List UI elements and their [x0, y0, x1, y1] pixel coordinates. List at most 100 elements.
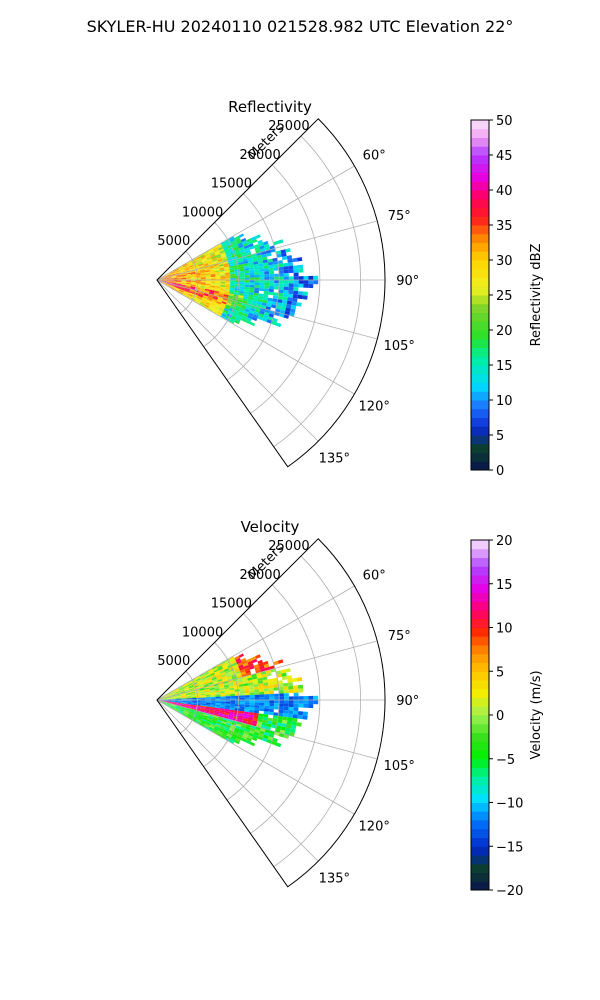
range-ring — [226, 613, 280, 801]
echo-gate — [210, 287, 216, 290]
echo-gate — [313, 700, 319, 705]
echo-gate — [215, 672, 221, 676]
echo-gate — [259, 688, 265, 692]
echo-gate — [205, 692, 211, 695]
echo-gate — [224, 266, 230, 270]
echo-gate — [213, 307, 219, 312]
echo-gate — [263, 288, 270, 292]
echo-gate — [213, 263, 219, 267]
echo-gate — [264, 274, 270, 278]
echo-gate — [297, 714, 303, 720]
echo-gate — [254, 271, 260, 275]
echo-gate — [243, 711, 250, 715]
echo-gate — [179, 269, 185, 272]
echo-gate — [207, 668, 213, 673]
echo-gate — [239, 688, 245, 692]
colorbar-swatch — [471, 741, 489, 751]
echo-gate — [229, 289, 235, 293]
echo-gate — [231, 676, 238, 680]
echo-gate — [215, 724, 221, 728]
echo-gate — [249, 277, 255, 280]
echo-gate — [166, 703, 171, 705]
echo-gate — [232, 244, 239, 249]
echo-gate — [208, 295, 214, 299]
echo-gate — [193, 685, 199, 688]
echo-gate — [237, 662, 243, 667]
echo-gate — [269, 693, 275, 698]
colorbar-swatch — [471, 881, 489, 891]
colorbar-swatch — [471, 592, 489, 602]
colorbar-swatch — [471, 540, 489, 550]
echo-gate — [227, 311, 233, 316]
echo-gate — [264, 271, 270, 275]
echo-gate — [252, 678, 258, 683]
echo-gate — [241, 735, 248, 740]
echo-gate — [218, 684, 224, 687]
echo-gate — [189, 267, 195, 271]
echo-gate — [273, 687, 279, 691]
echo-gate — [175, 691, 181, 694]
echo-gate — [252, 256, 258, 260]
echo-gate — [241, 660, 248, 665]
echo-gate — [254, 309, 261, 314]
echo-gate — [199, 709, 205, 712]
echo-gate — [191, 276, 197, 279]
echo-gate — [223, 668, 230, 672]
echo-gate — [293, 707, 299, 712]
echo-gate — [199, 303, 205, 307]
echo-gate — [202, 717, 208, 721]
echo-gate — [210, 302, 216, 306]
echo-gate — [190, 678, 196, 682]
echo-gate — [288, 280, 294, 284]
echo-gate — [207, 258, 213, 263]
echo-gate — [181, 700, 187, 702]
echo-gate — [223, 714, 229, 718]
echo-gate — [273, 292, 279, 296]
colorbar-swatch — [471, 750, 489, 760]
echo-gate — [161, 278, 167, 280]
echo-gate — [205, 697, 211, 699]
range-tick-label: 25000 — [268, 539, 309, 554]
echo-gate — [231, 240, 237, 245]
echo-gate — [214, 287, 220, 290]
echo-gate — [171, 700, 177, 702]
echo-gate — [171, 696, 177, 699]
echo-gate — [190, 274, 196, 277]
echo-gate — [235, 237, 241, 243]
echo-gate — [278, 686, 284, 691]
echo-gate — [268, 288, 274, 293]
echo-gate — [174, 688, 180, 692]
echo-gate — [202, 680, 208, 684]
echo-gate — [161, 276, 167, 279]
echo-gate — [190, 273, 196, 276]
colorbar-swatch — [471, 207, 489, 217]
echo-gate — [293, 696, 299, 700]
echo-gate — [234, 273, 240, 276]
echo-gate — [257, 735, 263, 741]
echo-gate — [259, 730, 265, 735]
echo-gate — [187, 683, 193, 687]
echo-gate — [254, 246, 261, 251]
echo-gate — [176, 694, 181, 696]
echo-gate — [179, 687, 184, 691]
echo-gate — [170, 273, 176, 276]
echo-gate — [298, 700, 304, 704]
echo-gate — [223, 715, 229, 719]
echo-gate — [230, 703, 236, 707]
echo-gate — [274, 280, 280, 284]
echo-gate — [188, 685, 194, 689]
echo-gate — [262, 240, 269, 246]
echo-gate — [176, 702, 182, 704]
echo-gate — [175, 271, 181, 274]
echo-gate — [169, 690, 175, 694]
echo-gate — [219, 689, 225, 692]
echo-gate — [190, 284, 196, 287]
echo-gate — [166, 278, 172, 279]
echo-gate — [165, 283, 171, 286]
echo-gate — [292, 677, 298, 683]
echo-gate — [190, 271, 196, 274]
echo-gate — [166, 283, 171, 286]
echo-gate — [214, 712, 220, 715]
echo-gate — [187, 295, 192, 299]
